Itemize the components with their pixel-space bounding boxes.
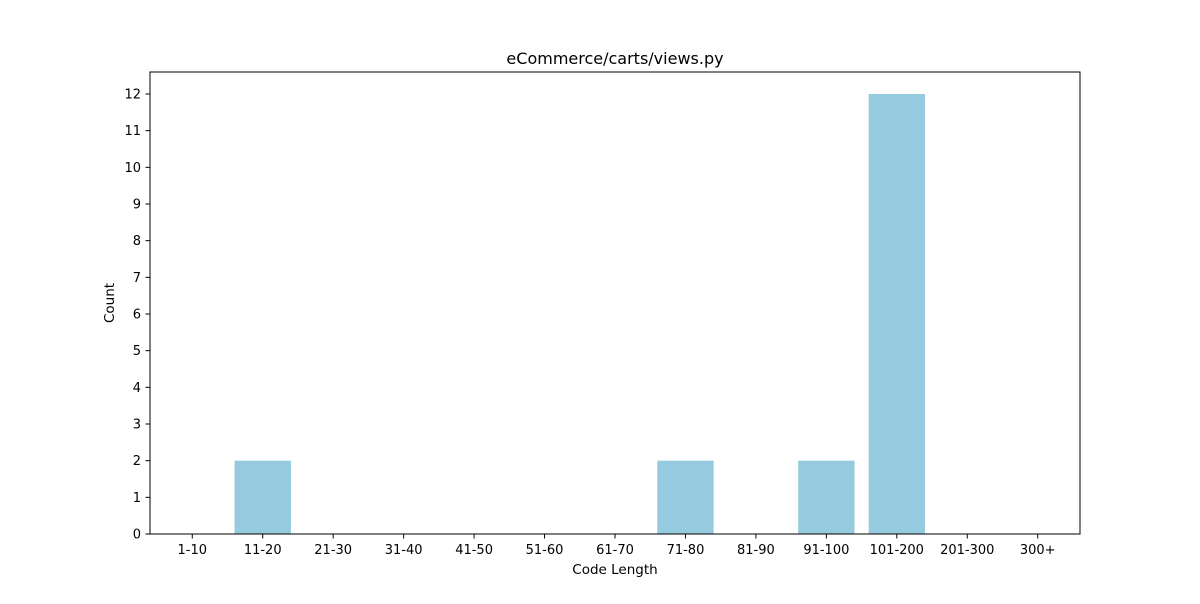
- bar-101-200: [868, 94, 925, 534]
- x-tick-label: 71-80: [667, 543, 705, 558]
- y-tick-label: 12: [124, 88, 141, 103]
- y-tick-label: 8: [133, 234, 141, 249]
- bar-11-20: [234, 460, 291, 534]
- y-tick-label: 11: [124, 124, 141, 139]
- x-tick-label: 300+: [1020, 543, 1056, 558]
- y-tick-label: 6: [133, 308, 141, 323]
- x-tick-label: 91-100: [803, 543, 849, 558]
- x-tick-label: 101-200: [870, 543, 924, 558]
- bar-91-100: [798, 460, 855, 534]
- x-tick-label: 21-30: [314, 543, 352, 558]
- x-tick-label: 31-40: [385, 543, 423, 558]
- y-tick-label: 9: [133, 198, 141, 213]
- y-tick-label: 4: [133, 381, 141, 396]
- y-tick-label: 3: [133, 418, 141, 433]
- x-tick-label: 81-90: [737, 543, 775, 558]
- bar-71-80: [657, 460, 714, 534]
- x-axis: 1-10 11-20 21-30 31-40 41-50 51-60 61-70 71-80 8…: [178, 534, 1056, 558]
- x-tick-label: 61-70: [596, 543, 634, 558]
- bars-group: [234, 94, 925, 534]
- x-tick-label: 201-300: [940, 543, 994, 558]
- x-tick-label: 41-50: [455, 543, 493, 558]
- x-axis-title: Code Length: [572, 562, 657, 578]
- x-tick-label: 1-10: [178, 543, 208, 558]
- y-tick-label: 0: [133, 528, 141, 543]
- chart-title: eCommerce/carts/views.py: [506, 49, 723, 68]
- x-tick-label: 51-60: [526, 543, 564, 558]
- y-tick-label: 7: [133, 271, 141, 286]
- y-tick-label: 2: [133, 454, 141, 469]
- y-tick-label: 5: [133, 344, 141, 359]
- y-axis-title: Count: [102, 283, 118, 323]
- y-tick-label: 10: [124, 161, 141, 176]
- x-tick-label: 11-20: [244, 543, 282, 558]
- y-tick-label: 1: [133, 491, 141, 506]
